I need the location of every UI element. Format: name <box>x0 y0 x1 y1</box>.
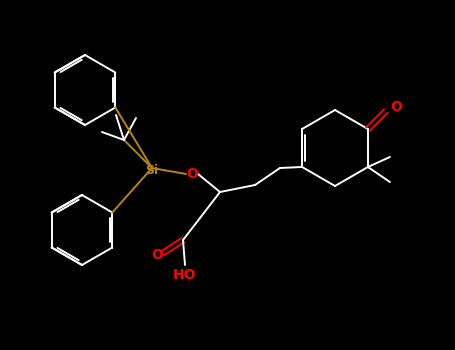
Text: HO: HO <box>173 268 197 282</box>
Text: O: O <box>151 248 163 262</box>
Text: O: O <box>390 100 402 114</box>
Text: O: O <box>186 167 198 181</box>
Text: Si: Si <box>146 163 158 176</box>
